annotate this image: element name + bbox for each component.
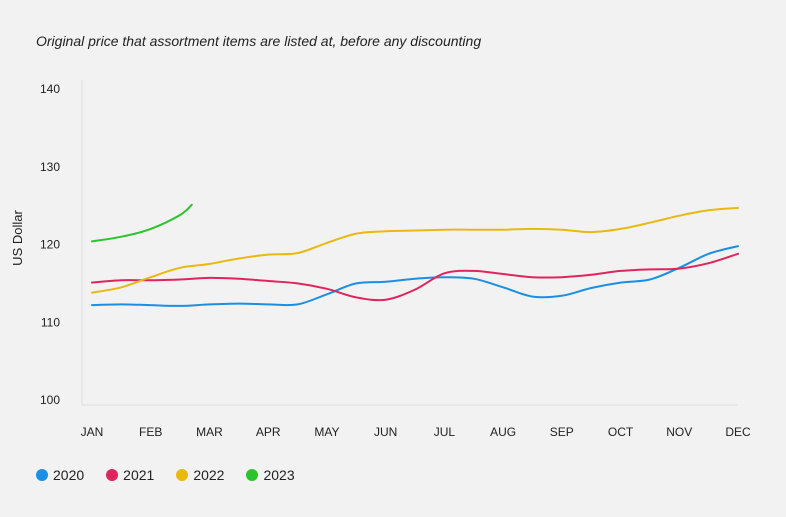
y-tick-label: 140 — [40, 82, 60, 96]
chart-legend: 2020 2021 2022 2023 — [36, 467, 295, 483]
y-tick-label: 100 — [40, 393, 60, 407]
legend-label: 2021 — [123, 467, 155, 483]
x-tick-label: SEP — [550, 425, 574, 439]
x-tick-label: JUL — [434, 425, 456, 439]
legend-label: 2020 — [53, 467, 85, 483]
chart-axes: 100 110 120 130 140 JAN FEB MAR APR MAY JUN JUL AUG S… — [10, 80, 751, 439]
series-line-2023 — [91, 203, 193, 243]
legend-dot — [36, 469, 48, 481]
legend-item-2020: 2020 — [36, 467, 84, 483]
legend-label: 2022 — [193, 467, 225, 483]
x-tick-label: OCT — [608, 425, 634, 439]
chart-subtitle: Original price that assortment items are… — [36, 33, 482, 49]
x-tick-label: MAY — [314, 425, 339, 439]
x-tick-label: DEC — [725, 425, 751, 439]
series-line-2021 — [91, 252, 739, 302]
legend-dot — [246, 469, 259, 481]
y-axis-label: US Dollar — [10, 210, 25, 266]
x-tick-label: NOV — [666, 425, 692, 439]
x-tick-label: FEB — [139, 425, 162, 439]
legend-dot — [176, 469, 189, 481]
series-line-2020 — [91, 245, 739, 307]
legend-label: 2023 — [263, 467, 295, 483]
legend-item-2021: 2021 — [106, 467, 154, 483]
x-tick-label: MAR — [196, 425, 223, 439]
series-lines — [91, 203, 739, 307]
x-tick-label: APR — [256, 425, 281, 439]
series-line-2022 — [91, 207, 739, 294]
x-tick-label: JUN — [374, 425, 397, 439]
line-chart: 100 110 120 130 140 JAN FEB MAR APR MAY JUN JUL AUG S… — [10, 80, 751, 439]
x-tick-label: JAN — [81, 425, 104, 439]
x-tick-label: AUG — [490, 425, 516, 439]
y-tick-label: 120 — [40, 238, 60, 252]
legend-dot — [106, 469, 119, 481]
y-tick-label: 130 — [40, 160, 60, 174]
legend-item-2022: 2022 — [176, 467, 224, 483]
legend-item-2023: 2023 — [246, 467, 295, 483]
y-tick-label: 110 — [41, 315, 60, 329]
